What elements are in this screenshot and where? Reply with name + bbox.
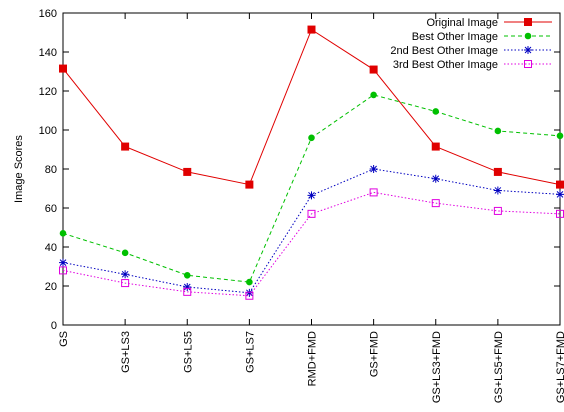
data-point	[307, 25, 316, 34]
data-point	[556, 190, 564, 199]
data-point	[556, 132, 564, 140]
data-point	[121, 249, 129, 257]
data-point	[59, 230, 67, 237]
legend-label: 2nd Best Other Image	[390, 45, 498, 57]
y-tick-label: 100	[39, 125, 57, 137]
y-tick-label: 60	[45, 203, 57, 215]
x-tick-label: GS+FMD	[369, 331, 381, 377]
data-point	[121, 279, 130, 288]
data-point	[369, 65, 378, 74]
series-line-1	[62, 94, 561, 283]
data-point	[432, 108, 440, 115]
legend-label: Original Image	[426, 17, 498, 29]
y-tick-label: 120	[39, 86, 57, 98]
x-tick-label: GS	[58, 331, 70, 347]
data-point	[369, 165, 378, 173]
data-point	[431, 142, 440, 151]
data-point	[556, 180, 564, 189]
data-point	[183, 167, 192, 176]
data-point	[307, 191, 316, 200]
series-lines	[59, 25, 564, 300]
data-point	[121, 142, 130, 151]
x-tick-label: RMD+FMD	[307, 331, 319, 386]
legend: Original Image Best Other Image 2nd Best O…	[390, 17, 552, 71]
data-point	[431, 174, 440, 183]
legend-marker	[524, 18, 532, 26]
legend-label: 3rd Best Other Image	[393, 59, 498, 71]
axes: 0 20 40 60 80 100 120 140 160 GS GS+LS3 GS+LS5 GS+LS…	[13, 8, 564, 403]
data-point	[370, 91, 377, 99]
y-tick-label: 20	[45, 281, 57, 293]
x-tick-label: GS+LS3	[120, 331, 132, 373]
data-point	[59, 64, 67, 73]
x-tick-label: GS+LS7	[244, 331, 256, 373]
series-line-3	[62, 191, 561, 297]
data-point	[493, 167, 502, 176]
data-point	[431, 199, 440, 208]
x-tick-label: GS+LS7+FMD	[555, 331, 564, 403]
legend-marker	[524, 60, 532, 68]
data-point	[183, 287, 192, 296]
data-point	[369, 188, 378, 197]
y-tick-label: 140	[39, 47, 57, 59]
data-point	[493, 186, 502, 195]
data-point	[245, 180, 254, 189]
data-point	[121, 270, 130, 279]
data-point	[493, 206, 502, 215]
x-tick-label: GS+LS5+FMD	[493, 331, 505, 403]
y-tick-label: 160	[39, 8, 57, 20]
data-point	[59, 258, 67, 267]
legend-label: Best Other Image	[412, 31, 498, 43]
data-point	[246, 278, 253, 286]
data-point	[494, 127, 502, 135]
series-line-2	[62, 168, 561, 294]
y-axis-label: Image Scores	[13, 135, 25, 203]
legend-marker	[524, 32, 532, 40]
x-tick-label: GS+LS5	[182, 331, 194, 373]
legend-marker	[524, 46, 532, 54]
data-point	[183, 282, 192, 291]
y-tick-label: 0	[51, 320, 57, 332]
data-point	[245, 288, 254, 297]
data-point	[308, 134, 315, 142]
data-point	[183, 271, 191, 279]
x-tick-label: GS+LS3+FMD	[431, 331, 443, 403]
data-point	[307, 209, 316, 218]
data-point	[59, 266, 67, 275]
y-tick-label: 40	[45, 242, 57, 254]
y-tick-label: 80	[45, 164, 57, 176]
data-point	[245, 291, 254, 300]
